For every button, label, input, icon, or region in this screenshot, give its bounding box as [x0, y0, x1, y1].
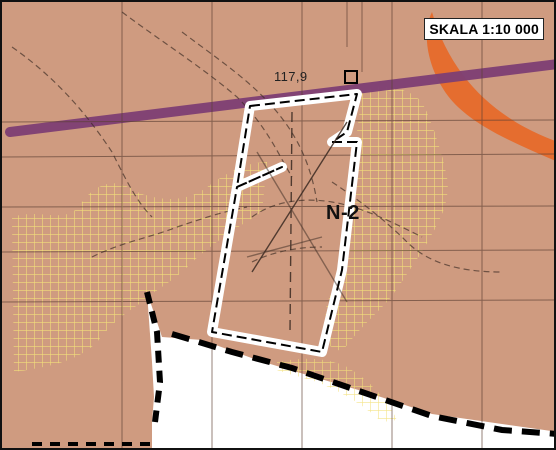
- hatched-zone-right: [322, 86, 448, 352]
- parcel-inner-lines: [246, 111, 348, 333]
- boundary-lines: [32, 291, 554, 446]
- hatched-zone-left: [12, 162, 267, 372]
- scale-label: SKALA 1:10 000: [424, 18, 544, 40]
- point-marker: [344, 70, 358, 84]
- parcel-outline: [207, 89, 362, 357]
- contour-lines: [11, 11, 503, 273]
- orange-band: [426, 12, 554, 161]
- white-area: [147, 292, 554, 448]
- elevation-label: 117,9: [274, 69, 308, 84]
- area-label: N-2: [326, 202, 361, 224]
